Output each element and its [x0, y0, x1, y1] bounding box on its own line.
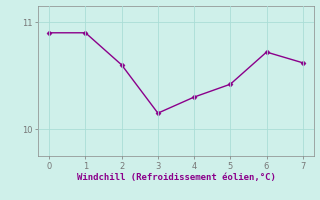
X-axis label: Windchill (Refroidissement éolien,°C): Windchill (Refroidissement éolien,°C)	[76, 173, 276, 182]
